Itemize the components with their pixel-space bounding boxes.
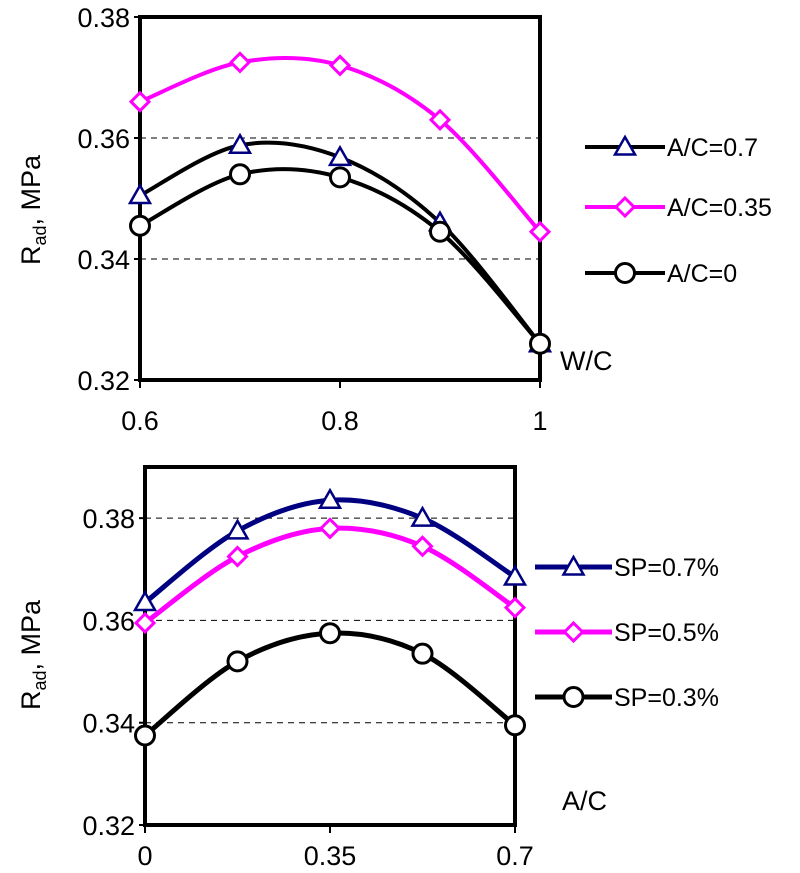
legend-marker [612, 134, 638, 156]
legend-marker [613, 195, 637, 219]
data-point [503, 596, 527, 619]
series-line-1 [143, 497, 517, 605]
x-tick-label: 0.7 [496, 841, 534, 871]
data-point [319, 622, 341, 645]
legend-marker [561, 554, 586, 576]
data-point [225, 518, 250, 540]
data-point [411, 642, 434, 665]
x-tick-label: 0 [137, 841, 152, 871]
y-tick-label: 0.34 [82, 709, 135, 739]
data-point [411, 535, 434, 558]
data-point [329, 166, 351, 189]
data-point [228, 51, 252, 74]
data-point [528, 220, 552, 243]
series-line-3 [143, 630, 517, 738]
data-point [318, 517, 342, 540]
data-point [317, 487, 343, 509]
data-point [132, 590, 158, 612]
x-tick-label: 0.6 [121, 406, 159, 436]
series-line-2 [143, 525, 517, 626]
data-point [229, 163, 251, 186]
legend-label: SP=0.3% [614, 684, 719, 712]
data-point [226, 650, 249, 673]
data-point [227, 132, 253, 155]
data-point [529, 332, 551, 355]
legend-label: SP=0.5% [614, 619, 719, 647]
data-point [504, 714, 526, 737]
y-tick-label: 0.36 [77, 124, 130, 154]
x-tick-label: 0.35 [304, 841, 357, 871]
y-tick-label: 0.32 [82, 811, 135, 841]
x-tick-label: 1 [532, 406, 547, 436]
legend-label: SP=0.7% [614, 554, 719, 582]
y-tick-label: 0.32 [77, 366, 130, 396]
data-point [428, 108, 452, 131]
data-point [129, 214, 151, 237]
data-point [226, 545, 249, 568]
x-tick-label: 0.8 [321, 406, 359, 436]
y-tick-label: 0.34 [77, 245, 130, 275]
chart-top-wc: 0.32 0.34 0.36 0.38 0.6 0.8 1 W/C Rad, MPa A/C=0.… [16, 3, 772, 436]
legend-label: A/C=0.35 [667, 194, 772, 222]
data-point [134, 724, 156, 747]
data-point [429, 220, 451, 243]
data-point [410, 505, 435, 527]
x-axis-label: W/C [560, 346, 612, 376]
y-tick-label: 0.38 [77, 3, 130, 33]
data-point [128, 90, 152, 113]
data-point [502, 564, 528, 586]
y-axis-label: Rad, MPa [16, 154, 50, 265]
series-line-3 [139, 167, 542, 346]
y-axis-label: Rad, MPa [16, 599, 50, 710]
data-point [133, 611, 157, 635]
legend-label: A/C=0.7 [667, 134, 758, 162]
x-axis-label: A/C [562, 786, 607, 816]
y-tick-label: 0.36 [82, 606, 135, 636]
legend-marker [614, 262, 636, 284]
data-point [127, 182, 153, 205]
y-tick-label: 0.38 [82, 504, 135, 534]
chart-bottom-ac: 0.32 0.34 0.36 0.38 0 0.35 0.7 A/C Rad, MPa SP=0.… [16, 465, 719, 871]
legend-marker [562, 620, 585, 644]
legend-marker [562, 686, 585, 708]
legend-label: A/C=0 [667, 260, 737, 288]
data-point [327, 144, 353, 167]
data-point [328, 54, 352, 77]
